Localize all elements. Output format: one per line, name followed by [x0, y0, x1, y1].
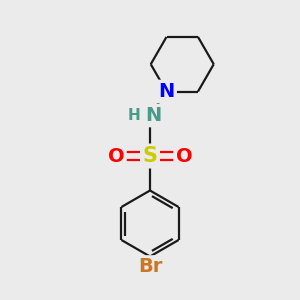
Text: N: N — [158, 82, 175, 101]
Text: H: H — [128, 108, 141, 123]
Text: Br: Br — [138, 257, 162, 277]
Text: S: S — [142, 146, 158, 166]
Text: N: N — [145, 106, 161, 125]
Text: O: O — [108, 146, 124, 166]
Text: O: O — [176, 146, 192, 166]
